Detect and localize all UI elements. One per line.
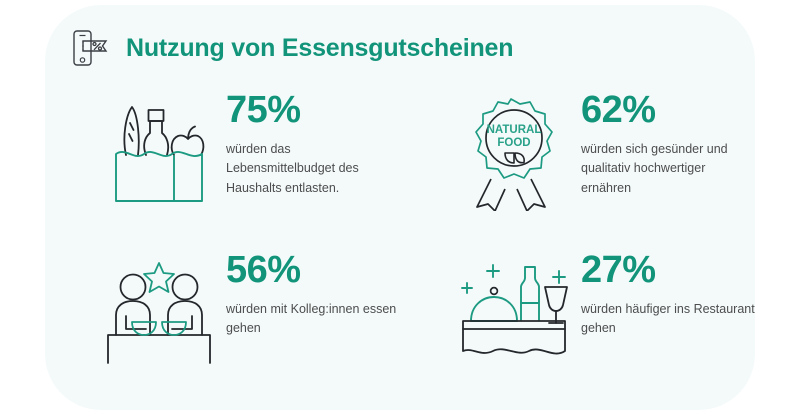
stat-text-block: 27% würden häufiger ins Restaurant gehen <box>573 247 755 339</box>
stat-label: würden das Lebensmittelbudget des Hausha… <box>226 142 359 195</box>
stat-value: 62% <box>581 89 656 131</box>
stat-value: 56% <box>226 249 301 291</box>
grocery-bag-icon <box>100 93 218 211</box>
restaurant-table-icon <box>455 253 573 371</box>
stat-text-block: 75% würden das Lebensmittelbudget des Ha… <box>218 87 400 198</box>
stat-label: würden häufiger ins Restaurant gehen <box>581 302 755 336</box>
smartphone-voucher-percent-icon <box>70 27 110 69</box>
stats-grid: 75% würden das Lebensmittelbudget des Ha… <box>45 87 755 407</box>
stat-text-block: 62% würden sich gesünder und qualitativ … <box>573 87 755 198</box>
page-title: Nutzung von Essensgutscheinen <box>126 33 514 62</box>
stat-text-block: 56% würden mit Kolleg:innen essen gehen <box>218 247 400 339</box>
stat-label: würden sich gesünder und qualitativ hoch… <box>581 142 728 195</box>
badge-line-1: NATURAL <box>487 124 542 136</box>
badge-line-2: FOOD <box>497 137 530 149</box>
stat-item-healthier-eating: NATURAL FOOD 62% würden sich gesünder un… <box>400 87 755 247</box>
stat-item-dining-with-colleagues: 56% würden mit Kolleg:innen essen gehen <box>45 247 400 407</box>
stat-item-restaurant-visits: 27% würden häufiger ins Restaurant gehen <box>400 247 755 407</box>
stat-item-grocery-budget: 75% würden das Lebensmittelbudget des Ha… <box>45 87 400 247</box>
stat-label: würden mit Kolleg:innen essen gehen <box>226 302 397 336</box>
colleagues-dining-icon <box>100 253 218 371</box>
stat-value: 27% <box>581 249 656 291</box>
card-header: Nutzung von Essensgutscheinen <box>70 27 514 69</box>
stat-value: 75% <box>226 89 301 131</box>
infographic-card: Nutzung von Essensgutscheinen <box>45 5 755 410</box>
natural-food-badge-icon: NATURAL FOOD <box>455 93 573 212</box>
